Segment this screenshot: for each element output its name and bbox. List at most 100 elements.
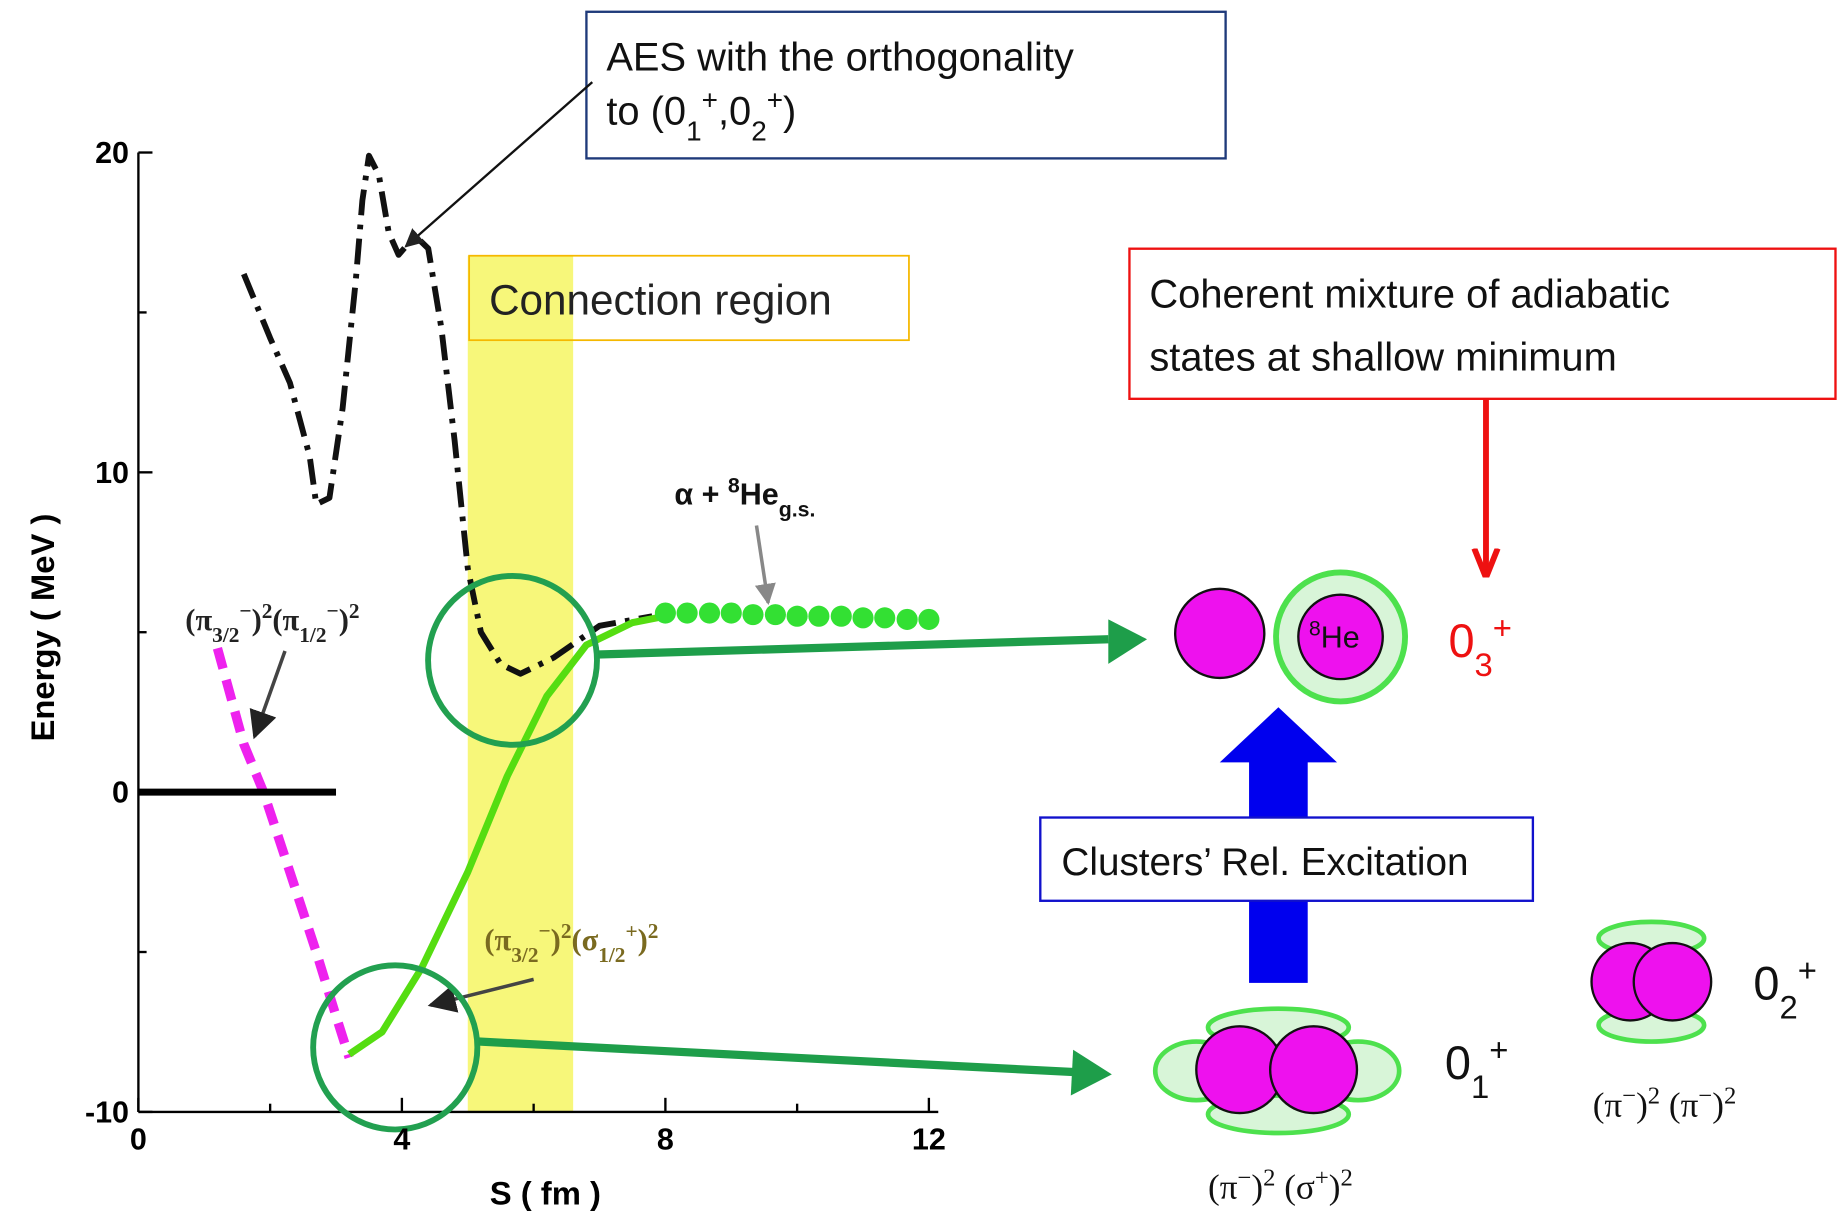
superscript: − xyxy=(239,599,251,623)
channel-label: α + 8Heg.s. xyxy=(674,473,815,521)
text-part: ) xyxy=(1712,1086,1724,1125)
excitation-arrow-head xyxy=(1220,707,1337,762)
data-point xyxy=(808,606,829,627)
y-tick-label: -10 xyxy=(85,1095,129,1129)
text-part: (π xyxy=(1208,1168,1238,1207)
subscript: 2 xyxy=(1779,988,1797,1025)
text-part: ) xyxy=(1251,1168,1263,1207)
x-axis-label: S ( fm ) xyxy=(490,1175,601,1212)
text-part: (σ xyxy=(1275,1168,1315,1207)
arrow-head xyxy=(1071,1050,1112,1096)
text-part: (π xyxy=(484,923,511,957)
y-tick-label: 10 xyxy=(95,456,129,490)
superscript: 2 xyxy=(561,919,572,943)
config-label: (π−)2 (σ+)2 xyxy=(1208,1164,1353,1207)
superscript: + xyxy=(1489,1031,1508,1068)
subscript: 1 xyxy=(1471,1068,1489,1105)
text-part: 0 xyxy=(1448,615,1474,667)
curve xyxy=(244,156,652,674)
superscript: + xyxy=(1798,951,1817,988)
state-label: 03+ xyxy=(1448,608,1512,682)
text-part: ) xyxy=(638,923,648,957)
data-point xyxy=(721,602,742,623)
aes-box xyxy=(586,12,1225,159)
minimum-circle xyxy=(313,965,477,1129)
page: {"chart_data": { "type": "line", "x_labe… xyxy=(0,0,1839,1214)
state-label: 02+ xyxy=(1753,951,1817,1025)
text-part: nection region xyxy=(567,276,832,323)
text-part: He xyxy=(740,477,779,511)
superscript: 2 xyxy=(648,919,659,943)
data-point xyxy=(742,604,763,625)
data-point xyxy=(699,602,720,623)
text-part: α + xyxy=(674,477,727,511)
text-part: to (0 xyxy=(606,89,686,133)
chart: Connection region04812-1001020S ( fm )En… xyxy=(0,0,1839,1214)
text-part: ) xyxy=(1329,1168,1341,1207)
superscript: − xyxy=(539,919,551,943)
config-label: (π3/2−)2(π1/2−)2 xyxy=(185,599,359,647)
data-point xyxy=(831,606,852,627)
text-part: ,0 xyxy=(718,89,751,133)
text-part: Con xyxy=(489,276,566,323)
superscript: 2 xyxy=(349,599,360,623)
superscript: + xyxy=(1493,608,1512,645)
data-point xyxy=(765,604,786,625)
aes-label: AES with the orthogonality xyxy=(606,35,1074,79)
alpha-cluster xyxy=(1270,1026,1357,1113)
band-label: Connection region xyxy=(489,276,832,323)
superscript: − xyxy=(1698,1082,1712,1109)
text-part: AES with the orthogonality xyxy=(606,35,1074,79)
subscript: 3/2 xyxy=(212,623,239,647)
y-tick-label: 0 xyxy=(112,776,129,810)
coherent-label: states at shallow minimum xyxy=(1149,336,1616,380)
subscript: 3/2 xyxy=(511,943,538,967)
text-part: ) xyxy=(339,603,349,637)
y-axis-label: Energy ( MeV ) xyxy=(24,514,61,742)
coherent-label: Coherent mixture of adiabatic xyxy=(1149,272,1670,316)
text-part: ) xyxy=(551,923,561,957)
subscript: 1/2 xyxy=(598,943,625,967)
superscript: 2 xyxy=(262,599,273,623)
superscript: − xyxy=(1238,1164,1252,1191)
data-point xyxy=(897,609,918,630)
subscript: 1/2 xyxy=(299,623,326,647)
text-part: (π xyxy=(1593,1086,1623,1125)
subscript: 3 xyxy=(1475,645,1493,682)
text-part: Clusters’ Rel. Excitation xyxy=(1061,841,1468,884)
superscript: 2 xyxy=(1648,1082,1660,1109)
superscript: 8 xyxy=(728,473,740,497)
config-label: (π−)2 (π−)2 xyxy=(1593,1082,1737,1125)
band-layer xyxy=(468,256,909,1112)
text-part: ) xyxy=(1636,1086,1648,1125)
text-part: He xyxy=(1321,620,1360,654)
superscript: 2 xyxy=(1724,1082,1736,1109)
alpha-arrow xyxy=(756,525,768,602)
superscript: − xyxy=(327,599,339,623)
superscript: − xyxy=(1622,1082,1636,1109)
text-part: ) xyxy=(252,603,262,637)
aes-arrow xyxy=(406,82,592,246)
text-part: 0 xyxy=(1445,1037,1471,1089)
pi-arrow xyxy=(255,651,285,737)
arrow-shaft xyxy=(598,639,1108,654)
subscript: g.s. xyxy=(779,497,816,521)
superscript: + xyxy=(767,84,783,115)
subscript: 2 xyxy=(751,115,767,146)
text-part: 0 xyxy=(1753,957,1779,1009)
data-point xyxy=(874,607,895,628)
state-label: 01+ xyxy=(1445,1031,1509,1105)
superscript: 8 xyxy=(1309,616,1321,640)
text-part: (π xyxy=(1660,1086,1699,1125)
superscript: + xyxy=(702,84,718,115)
data-point xyxy=(787,606,808,627)
superscript: + xyxy=(1315,1164,1329,1191)
data-point xyxy=(677,602,698,623)
arrow-head xyxy=(1108,619,1147,664)
x-tick-label: 8 xyxy=(657,1122,674,1156)
data-point xyxy=(918,609,939,630)
text-part: (π xyxy=(185,603,212,637)
text-part: (σ xyxy=(571,923,598,957)
text-part: (π xyxy=(272,603,299,637)
superscript: + xyxy=(625,919,637,943)
